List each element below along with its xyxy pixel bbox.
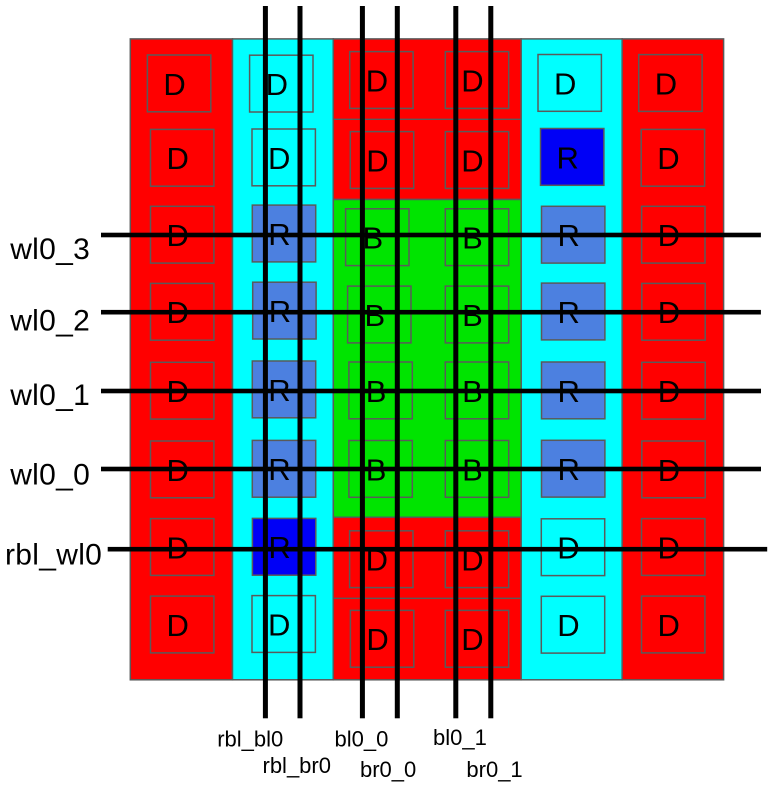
svg-text:B: B: [362, 221, 383, 256]
svg-text:B: B: [462, 221, 483, 256]
svg-text:D: D: [657, 141, 679, 176]
svg-text:bl0_1: bl0_1: [433, 725, 487, 750]
svg-text:wl0_2: wl0_2: [9, 305, 90, 338]
svg-text:R: R: [557, 140, 579, 175]
svg-text:D: D: [461, 143, 483, 178]
svg-text:D: D: [366, 63, 388, 98]
svg-text:wl0_1: wl0_1: [9, 379, 90, 412]
svg-text:D: D: [557, 608, 579, 643]
svg-text:D: D: [167, 141, 189, 176]
svg-text:D: D: [268, 141, 290, 176]
svg-text:br0_0: br0_0: [360, 757, 416, 782]
svg-text:D: D: [461, 63, 483, 98]
svg-text:D: D: [266, 67, 288, 102]
svg-text:bl0_0: bl0_0: [335, 727, 389, 752]
svg-text:D: D: [167, 608, 189, 643]
svg-text:B: B: [364, 298, 385, 333]
svg-text:br0_1: br0_1: [466, 757, 522, 782]
svg-text:wl0_3: wl0_3: [9, 233, 90, 266]
svg-text:D: D: [268, 607, 290, 642]
svg-text:rbl_bl0: rbl_bl0: [217, 726, 283, 751]
svg-text:D: D: [658, 608, 680, 643]
svg-text:D: D: [554, 66, 576, 101]
svg-text:D: D: [366, 622, 388, 657]
svg-text:D: D: [461, 622, 483, 657]
svg-text:wl0_0: wl0_0: [9, 458, 90, 491]
svg-text:D: D: [163, 67, 185, 102]
svg-text:rbl_wl0: rbl_wl0: [5, 538, 102, 571]
svg-text:rbl_br0: rbl_br0: [263, 753, 331, 778]
svg-text:B: B: [462, 298, 483, 333]
svg-text:D: D: [655, 66, 677, 101]
svg-text:D: D: [366, 143, 388, 178]
